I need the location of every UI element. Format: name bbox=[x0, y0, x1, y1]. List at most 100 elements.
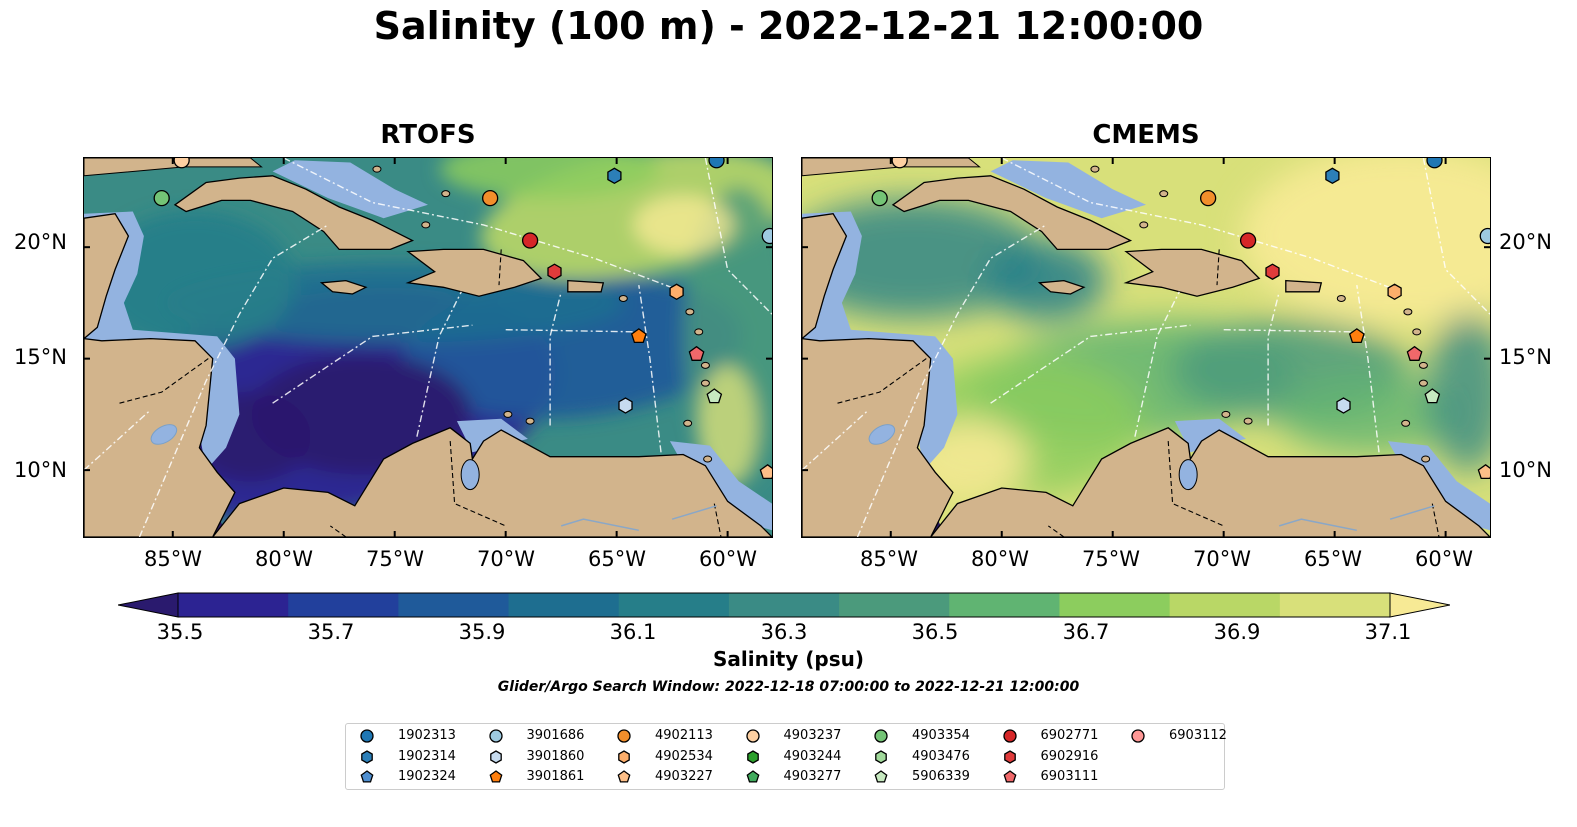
legend-label: 3901861 bbox=[526, 769, 585, 784]
colorbar-tick: 36.7 bbox=[1062, 620, 1110, 644]
circle-marker-icon bbox=[874, 729, 888, 743]
circle-marker-icon bbox=[745, 729, 760, 743]
float-marker bbox=[153, 189, 170, 207]
float-marker bbox=[1348, 328, 1365, 344]
rtofs-lon-tick: 65°W bbox=[588, 547, 646, 571]
float-marker bbox=[1479, 227, 1490, 245]
cmems-panel-title: CMEMS bbox=[1092, 120, 1200, 150]
legend-label: 4903277 bbox=[783, 769, 842, 784]
legend-label: 3901860 bbox=[526, 748, 585, 764]
legend-label: 4903244 bbox=[783, 748, 842, 764]
legend-label: 6902916 bbox=[1040, 748, 1099, 764]
rtofs-lat-tick: 15°N bbox=[14, 345, 67, 369]
float-marker bbox=[1477, 463, 1490, 480]
colorbar-tick: 36.5 bbox=[911, 620, 959, 644]
float-marker bbox=[1387, 283, 1402, 301]
float-marker bbox=[481, 189, 499, 207]
legend-label: 6902771 bbox=[1040, 728, 1099, 743]
legend-label: 6903111 bbox=[1040, 769, 1099, 784]
float-marker bbox=[1239, 232, 1257, 249]
float-marker bbox=[173, 158, 190, 169]
cmems-lat-tick: 10°N bbox=[1499, 458, 1552, 482]
hexagon-marker-icon bbox=[1003, 749, 1016, 764]
float-marker bbox=[708, 158, 725, 169]
pentagon-marker-icon bbox=[617, 770, 631, 783]
cmems-lat-tick: 15°N bbox=[1499, 345, 1552, 369]
hexagon-marker-icon bbox=[361, 749, 373, 764]
rtofs-lat-tick: 20°N bbox=[14, 230, 67, 254]
colorbar-tick: 35.7 bbox=[307, 620, 355, 644]
float-marker bbox=[607, 167, 622, 185]
legend-label: 4902113 bbox=[655, 728, 713, 743]
legend-label: 3901686 bbox=[526, 728, 585, 743]
legend-label: 1902324 bbox=[398, 769, 456, 784]
circle-marker-icon bbox=[617, 729, 631, 743]
float-marker bbox=[669, 283, 684, 301]
colorbar-tick: 36.9 bbox=[1213, 620, 1261, 644]
circle-marker-icon bbox=[360, 729, 374, 743]
hexagon-marker-icon bbox=[875, 749, 887, 764]
legend-label: 6903112 bbox=[1169, 728, 1227, 743]
cmems-lon-tick: 85°W bbox=[860, 547, 918, 571]
rtofs-panel-title: RTOFS bbox=[380, 120, 476, 150]
float-marker bbox=[759, 463, 772, 480]
float-marker bbox=[618, 397, 633, 414]
pentagon-marker-icon bbox=[874, 770, 888, 783]
colorbar-tick: 36.3 bbox=[760, 620, 808, 644]
cmems-lon-tick: 75°W bbox=[1082, 547, 1140, 571]
pentagon-marker-icon bbox=[746, 770, 759, 783]
cmems-lon-tick: 65°W bbox=[1304, 547, 1362, 571]
float-marker bbox=[1406, 345, 1423, 361]
circle-marker-icon bbox=[1131, 729, 1145, 743]
rtofs-lon-tick: 85°W bbox=[144, 547, 202, 571]
float-marker bbox=[688, 345, 705, 361]
circle-marker-icon bbox=[1002, 729, 1017, 743]
hexagon-marker-icon bbox=[618, 749, 630, 764]
figure-title: Salinity (100 m) - 2022-12-21 12:00:00 bbox=[373, 4, 1204, 48]
legend-label: 1902313 bbox=[398, 728, 456, 743]
float-marker bbox=[1426, 158, 1443, 169]
cmems-lat-tick: 20°N bbox=[1499, 230, 1552, 254]
float-marker bbox=[1424, 388, 1441, 404]
float-marker bbox=[1199, 189, 1217, 207]
float-legend: 1902313 1902314 1902324 3901686 3901860 39018… bbox=[345, 723, 1227, 790]
float-marker bbox=[1265, 263, 1280, 280]
pentagon-marker-icon bbox=[360, 770, 374, 783]
float-marker bbox=[547, 263, 562, 280]
circle-marker-icon bbox=[488, 729, 503, 743]
hexagon-marker-icon bbox=[746, 749, 759, 764]
cmems-lon-tick: 60°W bbox=[1415, 547, 1473, 571]
colorbar-tick: 35.9 bbox=[458, 620, 506, 644]
colorbar-tick: 37.1 bbox=[1364, 620, 1412, 644]
float-marker bbox=[630, 328, 647, 344]
legend-label: 5906339 bbox=[912, 769, 970, 784]
legend-label: 4903354 bbox=[912, 728, 970, 743]
hexagon-marker-icon bbox=[489, 749, 502, 764]
search-window-caption: Glider/Argo Search Window: 2022-12-18 07… bbox=[497, 679, 1080, 695]
cmems-salinity-map bbox=[801, 157, 1491, 538]
float-marker bbox=[706, 388, 723, 404]
float-marker bbox=[1336, 397, 1351, 414]
rtofs-lon-tick: 60°W bbox=[699, 547, 757, 571]
cmems-lon-tick: 80°W bbox=[971, 547, 1029, 571]
legend-label: 4903476 bbox=[912, 748, 970, 764]
colorbar-tick: 36.1 bbox=[609, 620, 657, 644]
rtofs-lon-tick: 80°W bbox=[255, 547, 313, 571]
pentagon-marker-icon bbox=[489, 770, 502, 783]
legend-label: 4902534 bbox=[655, 748, 713, 764]
legend-label: 4903227 bbox=[655, 769, 713, 784]
rtofs-salinity-map bbox=[83, 157, 773, 538]
float-marker bbox=[761, 227, 772, 245]
float-marker bbox=[891, 158, 908, 169]
rtofs-lon-tick: 75°W bbox=[366, 547, 424, 571]
rtofs-lat-tick: 10°N bbox=[14, 458, 67, 482]
legend-label: 4903237 bbox=[783, 728, 842, 743]
float-marker bbox=[1325, 167, 1340, 185]
pentagon-marker-icon bbox=[1003, 770, 1016, 783]
colorbar-tick: 35.5 bbox=[156, 620, 204, 644]
rtofs-lon-tick: 70°W bbox=[477, 547, 535, 571]
colorbar-title: Salinity (psu) bbox=[712, 647, 864, 671]
legend-label: 1902314 bbox=[398, 748, 456, 764]
float-marker bbox=[521, 232, 539, 249]
cmems-lon-tick: 70°W bbox=[1193, 547, 1251, 571]
